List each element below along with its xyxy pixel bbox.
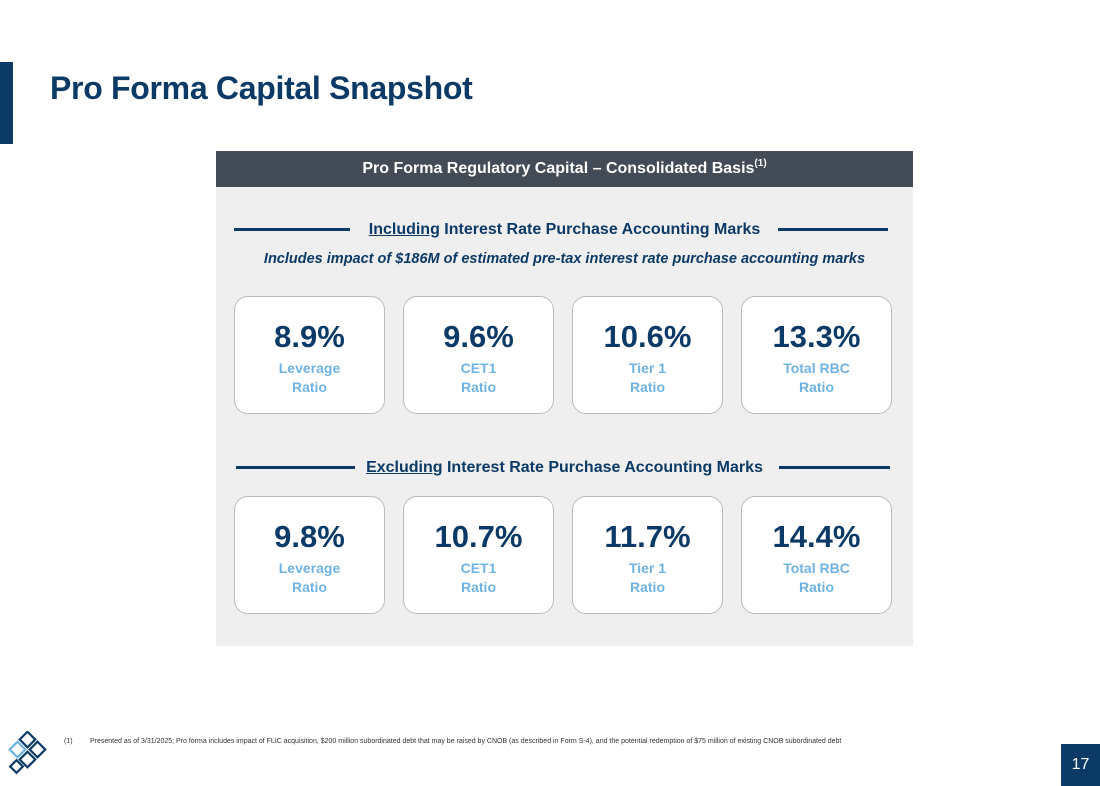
heading-rule-left	[236, 466, 355, 469]
including-heading-label: Including Interest Rate Purchase Account…	[216, 220, 913, 240]
metric-label: CET1 Ratio	[460, 360, 497, 395]
heading-rule-right	[778, 228, 888, 231]
including-subtitle: Includes impact of $186M of estimated pr…	[263, 251, 866, 267]
excluding-section-heading: Excluding Interest Rate Purchase Account…	[216, 458, 913, 478]
metric-value: 10.7%	[434, 519, 523, 554]
diamond-lattice-logo-icon	[8, 731, 47, 775]
metric-card: 10.6% Tier 1 Ratio	[572, 296, 723, 414]
metric-value: 14.4%	[772, 519, 861, 554]
footnote-text: Presented as of 3/31/2025; Pro forma inc…	[90, 738, 842, 745]
panel-header-footnote-ref: (1)	[754, 157, 767, 169]
metric-value: 10.6%	[603, 319, 692, 354]
metric-label: Total RBC Ratio	[783, 360, 850, 395]
metric-label: Tier 1 Ratio	[628, 360, 667, 395]
metric-value: 9.6%	[443, 319, 514, 354]
metric-label: Leverage Ratio	[278, 560, 341, 595]
including-keyword: Including	[368, 221, 440, 238]
excluding-keyword: Excluding	[366, 459, 443, 476]
metric-label: Leverage Ratio	[278, 360, 341, 395]
panel-header-text: Pro Forma Regulatory Capital – Consolida…	[362, 160, 755, 177]
page-number: 17	[1061, 744, 1100, 786]
metric-value: 8.9%	[274, 319, 345, 354]
metric-card: 9.6% CET1 Ratio	[403, 296, 554, 414]
metric-card: 14.4% Total RBC Ratio	[741, 496, 892, 614]
including-heading-rest: Interest Rate Purchase Accounting Marks	[439, 221, 761, 238]
metric-card: 10.7% CET1 Ratio	[403, 496, 554, 614]
metric-value: 13.3%	[772, 319, 861, 354]
heading-rule-right	[779, 466, 890, 469]
metric-card: 11.7% Tier 1 Ratio	[572, 496, 723, 614]
heading-rule-left	[234, 228, 350, 231]
metric-label: Total RBC Ratio	[783, 560, 850, 595]
metric-label: Tier 1 Ratio	[628, 560, 667, 595]
capital-panel: Pro Forma Regulatory Capital – Consolida…	[216, 151, 913, 646]
including-section-heading: Including Interest Rate Purchase Account…	[216, 220, 913, 240]
metric-card: 9.8% Leverage Ratio	[234, 496, 385, 614]
excluding-heading-label: Excluding Interest Rate Purchase Account…	[216, 458, 913, 478]
metric-card: 13.3% Total RBC Ratio	[741, 296, 892, 414]
metric-value: 9.8%	[274, 519, 345, 554]
excluding-heading-rest: Interest Rate Purchase Accounting Marks	[442, 459, 763, 476]
metric-label: CET1 Ratio	[460, 560, 497, 595]
page-title: Pro Forma Capital Snapshot	[50, 70, 473, 106]
panel-header: Pro Forma Regulatory Capital – Consolida…	[216, 151, 913, 187]
footnote-marker: (1)	[64, 738, 73, 745]
title-accent-bar	[0, 62, 13, 144]
metric-value: 11.7%	[604, 519, 691, 554]
metric-card: 8.9% Leverage Ratio	[234, 296, 385, 414]
